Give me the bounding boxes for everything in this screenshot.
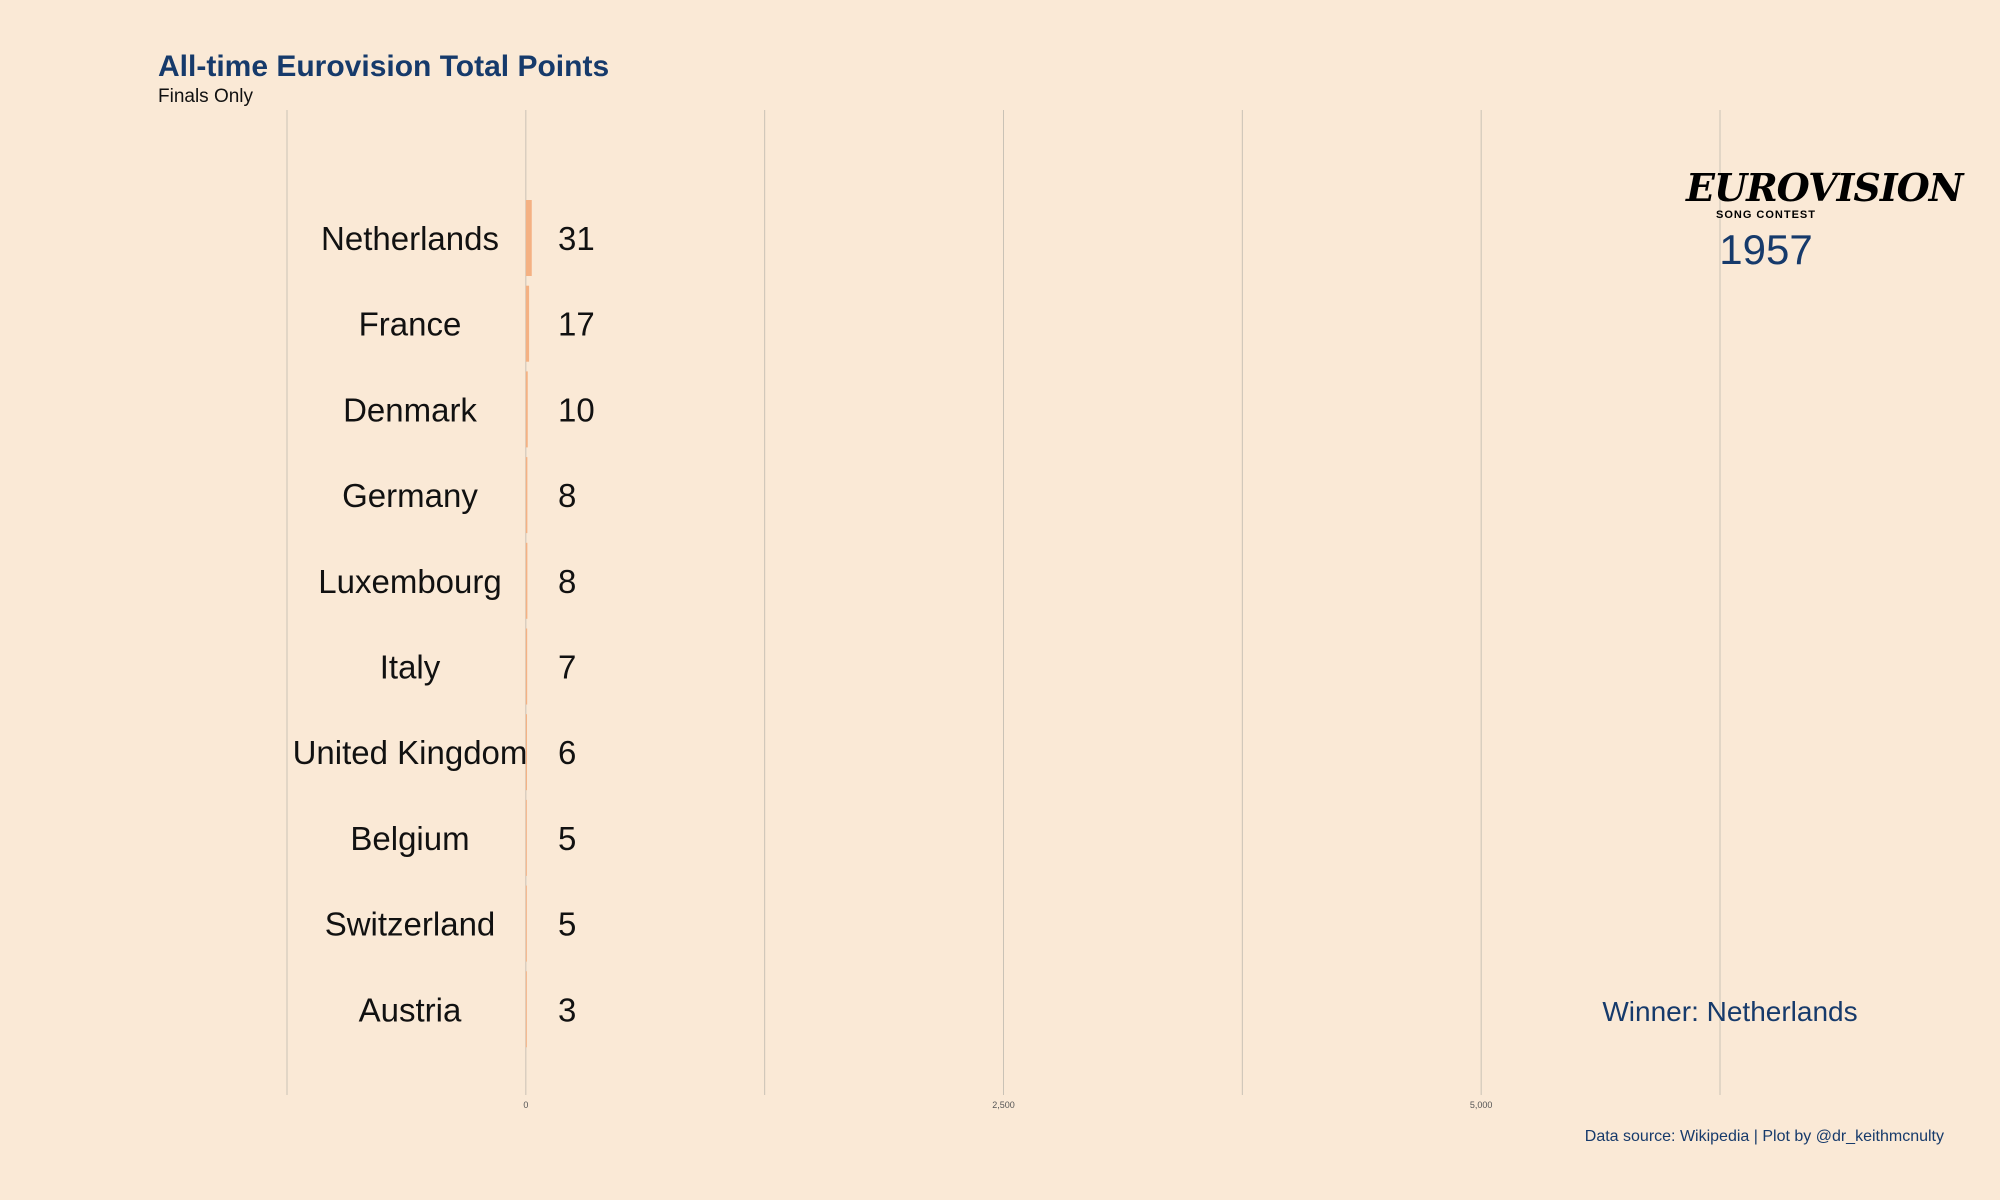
bar-4 [525, 542, 528, 619]
bar-3 [525, 457, 528, 534]
bar-8 [525, 885, 527, 962]
bar-6 [525, 714, 527, 791]
bar-5 [525, 628, 528, 705]
x-tick-label-2: 5,000 [1470, 1100, 1493, 1110]
category-label-7: Belgium [350, 820, 469, 857]
category-label-5: Italy [380, 649, 441, 686]
year-label: 1957 [1719, 226, 1813, 273]
chart-title: All-time Eurovision Total Points [158, 50, 610, 83]
value-label-9: 3 [558, 991, 576, 1028]
x-tick-label-1: 2,500 [992, 1100, 1015, 1110]
value-label-7: 5 [558, 820, 576, 857]
category-label-0: Netherlands [321, 220, 499, 257]
logo-subtitle: SONG CONTEST [1715, 209, 1816, 221]
winner-label: Winner: Netherlands [1602, 996, 1858, 1027]
value-label-0: 31 [558, 220, 595, 257]
category-label-3: Germany [342, 477, 478, 514]
eurovision-logo: EUROVISION SONG CONTEST [1686, 165, 1963, 222]
category-label-4: Luxembourg [318, 563, 501, 600]
value-label-5: 7 [558, 649, 576, 686]
category-label-9: Austria [359, 991, 462, 1028]
category-label-2: Denmark [343, 391, 477, 428]
value-label-3: 8 [558, 477, 576, 514]
category-label-6: United Kingdom [293, 734, 528, 771]
bar-9 [525, 971, 527, 1048]
bar-7 [525, 799, 527, 876]
chart-subtitle: Finals Only [158, 86, 254, 107]
bar-0 [525, 200, 532, 276]
category-label-8: Switzerland [325, 906, 496, 943]
chart-caption: Data source: Wikipedia | Plot by @dr_kei… [1584, 1128, 1944, 1145]
x-tick-label-0: 0 [523, 1100, 528, 1110]
value-label-4: 8 [558, 563, 576, 600]
bar-2 [525, 371, 528, 448]
bar-1 [525, 285, 530, 362]
value-label-2: 10 [558, 391, 595, 428]
value-label-8: 5 [558, 906, 576, 943]
value-label-6: 6 [558, 734, 576, 771]
category-label-1: France [359, 306, 462, 343]
value-label-1: 17 [558, 306, 595, 343]
logo-wordmark: EUROVISION [1686, 165, 1963, 210]
